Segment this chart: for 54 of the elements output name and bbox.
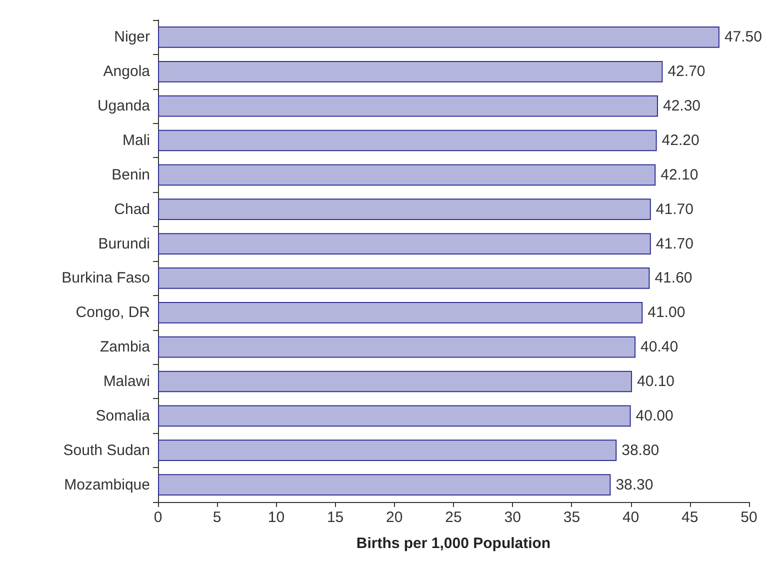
bar [158,164,656,186]
bar [158,405,631,427]
data-label: 41.60 [654,270,692,287]
data-label: 41.00 [648,304,686,322]
data-label: 42.20 [662,132,700,149]
data-label: 47.50 [724,28,762,46]
data-label: 38.80 [622,442,660,459]
x-tick-label: 25 [445,509,462,526]
x-axis-title: Births per 1,000 Population [356,535,551,552]
y-tick-label: Niger [114,28,150,46]
y-tick-label: South Sudan [63,442,150,459]
data-label: 41.70 [656,235,694,252]
data-label: 40.10 [636,373,675,390]
x-tick-label: 20 [386,509,403,526]
x-tick-label: 40 [622,509,640,526]
y-tick-label: Chad [114,200,150,218]
x-tick-label: 0 [154,509,162,526]
x-tick-label: 30 [504,509,521,526]
bar [158,336,636,358]
data-label: 41.70 [656,200,694,218]
bar [158,60,663,82]
y-tick-label: Malawi [103,373,150,390]
bar [158,95,658,117]
data-label: 38.30 [616,476,654,494]
bar [158,302,643,324]
y-tick-label: Zambia [100,338,151,356]
y-tick-label: Burkina Faso [62,270,150,287]
x-tick-label: 50 [740,509,758,526]
x-tick-label: 45 [682,509,698,526]
data-label: 40.40 [640,338,678,356]
bar [158,233,651,254]
x-tick-label: 35 [563,509,580,526]
y-tick-label: Mozambique [64,476,150,494]
y-tick-label: Somalia [96,407,151,424]
bar [158,198,651,220]
bar [158,268,650,289]
x-tick-label: 10 [268,509,285,526]
bar [158,440,617,462]
bar [158,370,632,392]
data-label: 42.30 [662,98,701,115]
x-tick-label: 5 [212,509,222,526]
y-tick-label: Benin [112,166,150,184]
data-label: 40.00 [636,407,674,424]
y-tick-label: Uganda [97,98,151,115]
x-tick-label: 15 [326,509,344,526]
y-tick-label: Mali [122,132,150,149]
data-label: 42.10 [660,166,698,184]
y-tick-label: Burundi [98,235,150,252]
data-label: 42.70 [668,63,706,80]
y-tick-label: Angola [103,63,151,80]
bar [158,26,720,48]
bar [158,474,611,496]
bar [158,130,657,152]
y-tick-label: Congo, DR [76,304,150,322]
